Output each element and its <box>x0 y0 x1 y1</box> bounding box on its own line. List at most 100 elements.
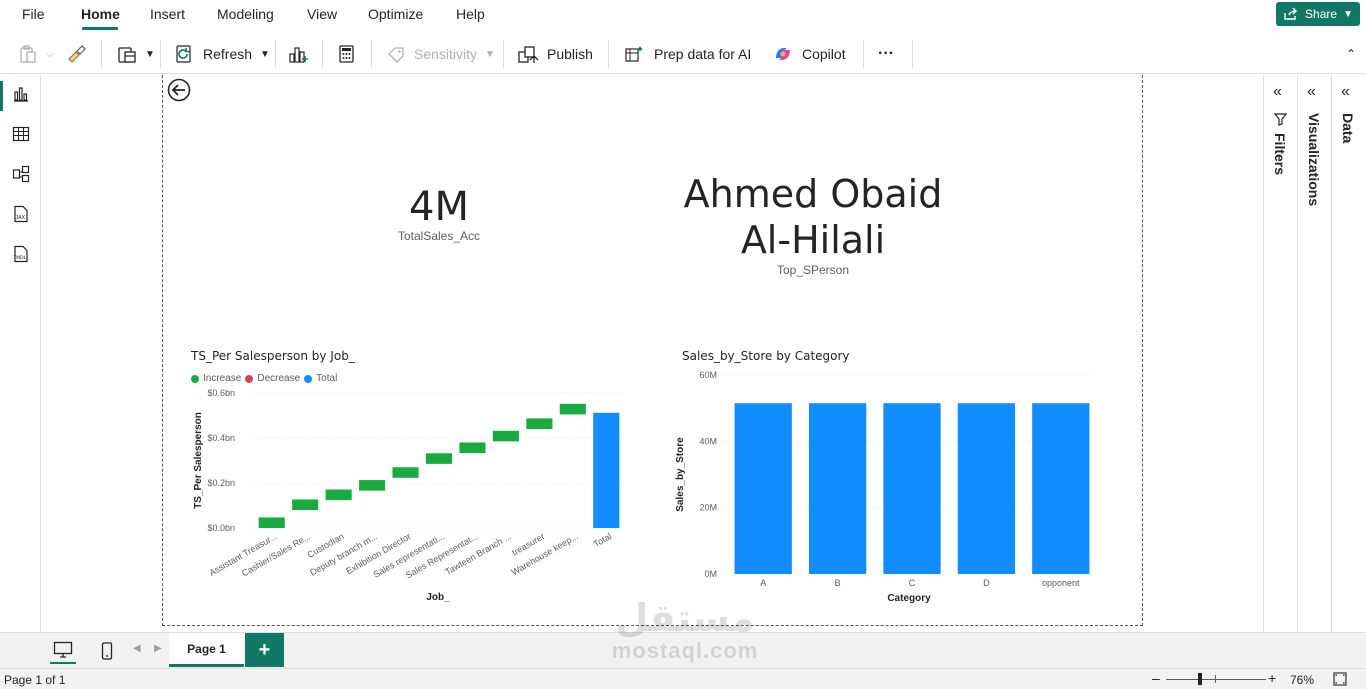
bar-chart[interactable]: Sales_by_Store by Category 0M 20M 40M 60M A B… <box>673 345 1113 605</box>
collapse-ribbon-button[interactable]: ⌃ <box>1346 40 1356 68</box>
legend-increase: Increase <box>203 373 242 384</box>
waterfall-chart[interactable]: TS_Per Salesperson by Job_ Increase Decr… <box>183 345 643 605</box>
waterfall-bar <box>325 489 352 501</box>
menu-insert[interactable]: Insert <box>150 6 186 22</box>
page-tab-1[interactable]: Page 1 <box>169 633 244 667</box>
waterfall-bar <box>392 467 419 478</box>
ribbon-separator <box>371 40 372 68</box>
menu-help[interactable]: Help <box>456 6 485 22</box>
zoom-slider[interactable] <box>1166 679 1266 680</box>
menu-file[interactable]: File <box>22 6 45 22</box>
active-view-indicator <box>0 81 3 111</box>
refresh-button[interactable]: Refresh ▼ <box>175 40 270 68</box>
menu-home[interactable]: Home <box>81 6 120 22</box>
zoom-in-button[interactable]: + <box>1268 670 1277 686</box>
table-view-button[interactable] <box>10 123 32 145</box>
waterfall-bar <box>559 403 586 415</box>
top-salesperson-card[interactable]: Ahmed Obaid Al-Hilali Top_SPerson <box>643 171 983 281</box>
chevron-down-icon: ▼ <box>260 48 270 60</box>
expand-icon[interactable]: « <box>1341 83 1350 100</box>
x-tick-label: B <box>835 578 841 588</box>
waterfall-total-bar <box>593 412 620 528</box>
expand-icon[interactable]: « <box>1307 83 1316 100</box>
waterfall-bar <box>492 430 519 442</box>
y-tick-label: 60M <box>699 370 717 380</box>
paste-button[interactable]: ⌵ <box>18 40 54 68</box>
data-label: Data <box>1340 113 1356 144</box>
report-page[interactable]: 4M TotalSales_Acc Ahmed Obaid Al-Hilali … <box>162 75 1143 626</box>
y-tick-label: 0M <box>704 569 717 579</box>
total-sales-card[interactable]: 4M TotalSales_Acc <box>339 185 539 255</box>
chevron-down-icon: ▼ <box>485 48 495 60</box>
prep-data-label: Prep data for AI <box>654 46 752 62</box>
get-data-button[interactable]: ▼ <box>117 40 155 68</box>
waterfall-bar <box>425 453 453 464</box>
total-sales-label: TotalSales_Acc <box>397 229 481 243</box>
menu-bar: File Home Insert Modeling View Optimize … <box>0 0 1366 30</box>
zoom-out-button[interactable]: – <box>1152 670 1160 686</box>
page-tabs-bar: ◀ ▶ Page 1 + <box>0 632 1366 668</box>
add-page-button[interactable]: + <box>245 633 284 667</box>
menu-view[interactable]: View <box>307 6 338 22</box>
legend-dot-total <box>304 374 313 383</box>
bar <box>1032 403 1090 574</box>
prev-page-icon[interactable]: ◀ <box>133 643 141 654</box>
bar <box>957 403 1016 574</box>
sensitivity-button[interactable]: Sensitivity ▼ <box>386 40 495 68</box>
copilot-icon <box>776 48 790 60</box>
waterfall-bar <box>459 442 486 454</box>
legend-dot-increase <box>191 374 199 383</box>
mobile-layout-button[interactable] <box>97 638 117 664</box>
more-options-button[interactable]: ··· <box>878 45 894 62</box>
y-tick-label: 20M <box>699 503 717 513</box>
tmdl-view-button[interactable]: TMDL <box>10 243 32 265</box>
desktop-icon <box>53 641 73 658</box>
watermark-logo: مستقل mostaql.com <box>600 596 770 674</box>
bar-title: Sales_by_Store by Category <box>682 349 850 363</box>
dax-query-view-button[interactable]: DAX <box>10 203 32 225</box>
fit-to-page-icon[interactable] <box>1333 672 1347 686</box>
y-tick-label: $0.0bn <box>207 523 235 533</box>
ribbon-separator <box>101 40 102 68</box>
share-label: Share <box>1305 7 1338 21</box>
chevron-down-icon: ▼ <box>145 48 155 60</box>
desktop-layout-button[interactable] <box>50 638 76 664</box>
ribbon-separator <box>912 40 913 68</box>
prep-data-button[interactable]: Prep data for AI <box>624 40 751 68</box>
ribbon-separator <box>160 40 161 68</box>
expand-icon[interactable]: « <box>1273 83 1282 100</box>
next-page-icon[interactable]: ▶ <box>154 643 162 654</box>
format-painter-button[interactable] <box>66 40 88 68</box>
svg-text:TMDL: TMDL <box>13 255 27 261</box>
report-view-icon <box>14 87 28 102</box>
publish-button[interactable]: Publish <box>517 40 593 68</box>
report-view-button[interactable] <box>10 83 32 105</box>
dax-icon: DAX <box>14 205 28 223</box>
publish-icon <box>518 46 539 63</box>
model-view-button[interactable] <box>10 163 32 185</box>
zoom-center-tick <box>1215 675 1216 683</box>
watermark-latin: mostaql.com <box>611 638 759 663</box>
top-salesperson-label: Top_SPerson <box>776 263 850 277</box>
visualizations-pane[interactable]: « Visualizations <box>1297 75 1331 632</box>
share-icon <box>1284 7 1298 20</box>
new-visual-button[interactable] <box>288 40 310 68</box>
data-pane[interactable]: « Data <box>1331 75 1366 632</box>
copilot-button[interactable]: Copilot <box>772 40 846 68</box>
y-axis-title: Sales_by_Store <box>675 437 686 512</box>
waterfall-title: TS_Per Salesperson by Job_ <box>191 349 355 363</box>
status-bar: Page 1 of 1 – + 76% <box>0 668 1366 689</box>
menu-optimize[interactable]: Optimize <box>368 6 424 22</box>
waterfall-bar <box>292 499 319 510</box>
new-measure-button[interactable] <box>337 40 357 68</box>
refresh-label: Refresh <box>203 46 253 62</box>
share-button[interactable]: Share ▼ <box>1276 2 1360 26</box>
y-axis-title: TS_Per Salesperson <box>193 412 204 509</box>
bar <box>734 403 792 574</box>
filters-label: Filters <box>1272 133 1288 176</box>
menu-modeling[interactable]: Modeling <box>217 6 274 22</box>
zoom-level[interactable]: 76% <box>1290 673 1315 687</box>
zoom-slider-thumb[interactable] <box>1198 673 1202 685</box>
back-arrow-icon[interactable] <box>167 78 191 102</box>
filters-pane[interactable]: « Filters <box>1263 75 1297 632</box>
